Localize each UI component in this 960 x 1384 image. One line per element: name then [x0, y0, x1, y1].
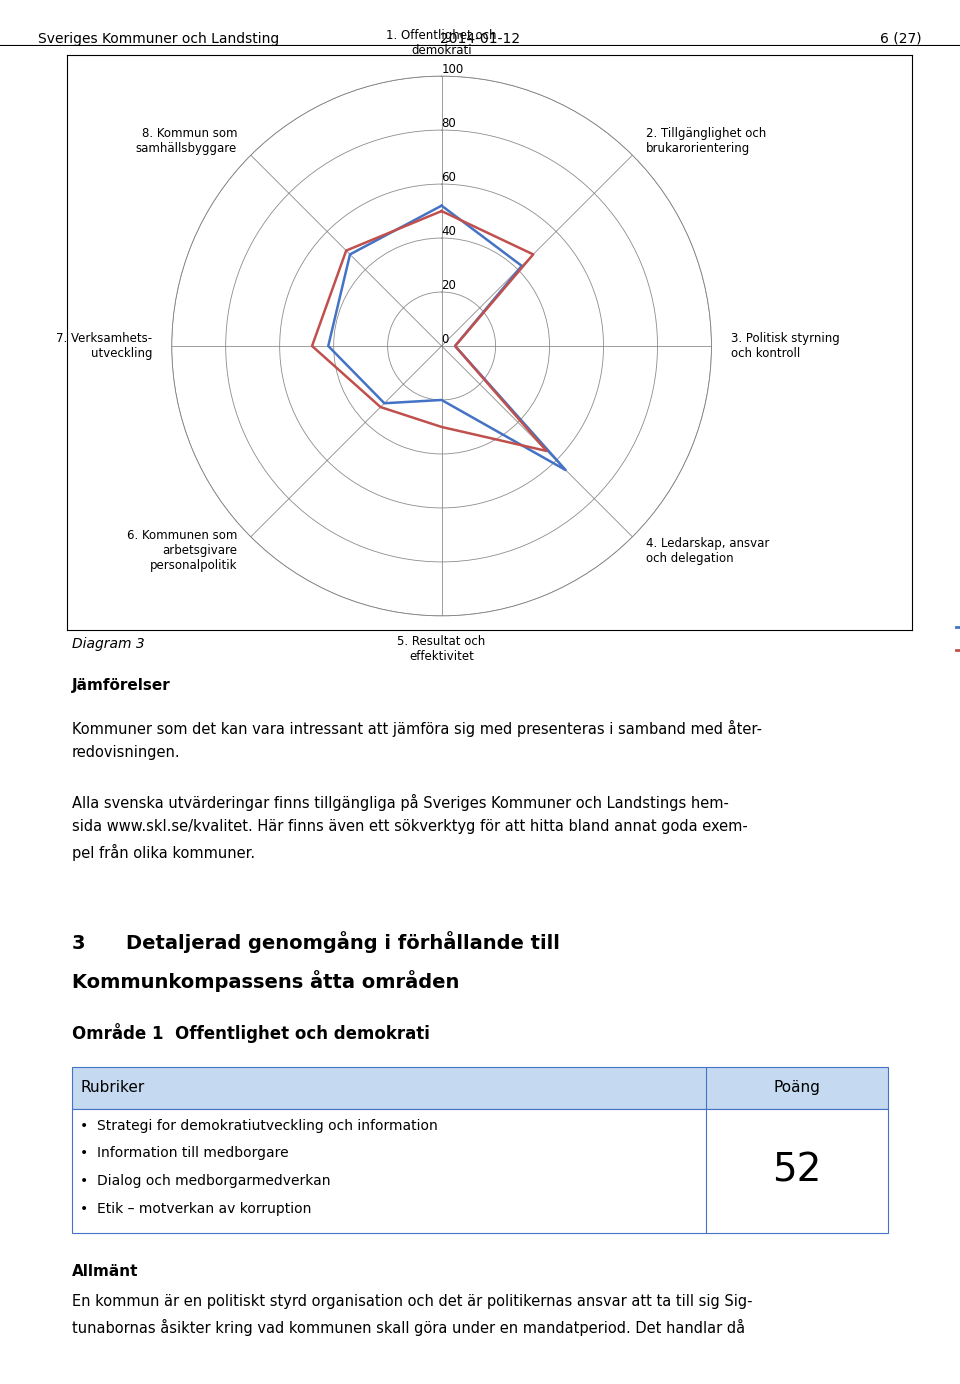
- Text: pel från olika kommuner.: pel från olika kommuner.: [72, 844, 255, 861]
- Text: 52: 52: [772, 1151, 822, 1190]
- Text: •  Etik – motverkan av korruption: • Etik – motverkan av korruption: [80, 1201, 312, 1215]
- Text: Diagram 3: Diagram 3: [72, 637, 145, 650]
- Text: Poäng: Poäng: [774, 1081, 820, 1095]
- Text: 2014-01-12: 2014-01-12: [440, 32, 520, 46]
- Text: •  Dialog och medborgarmedverkan: • Dialog och medborgarmedverkan: [80, 1174, 330, 1187]
- Text: •  Strategi for demokratiutveckling och information: • Strategi for demokratiutveckling och i…: [80, 1118, 438, 1132]
- Text: Rubriker: Rubriker: [80, 1081, 144, 1095]
- Text: Jämförelser: Jämförelser: [72, 678, 171, 693]
- Legend: Kommun, Genomsnitt: Kommun, Genomsnitt: [951, 616, 960, 663]
- FancyBboxPatch shape: [72, 1067, 888, 1109]
- Text: Kommuner som det kan vara intressant att jämföra sig med presenteras i samband m: Kommuner som det kan vara intressant att…: [72, 720, 762, 736]
- Text: redovisningen.: redovisningen.: [72, 745, 180, 760]
- Text: sida www.skl.se/kvalitet. Här finns även ett sökverktyg för att hitta bland anna: sida www.skl.se/kvalitet. Här finns även…: [72, 819, 748, 835]
- FancyBboxPatch shape: [72, 1109, 888, 1233]
- Text: tunabornas åsikter kring vad kommunen skall göra under en mandatperiod. Det hand: tunabornas åsikter kring vad kommunen sk…: [72, 1319, 745, 1336]
- Text: •  Information till medborgare: • Information till medborgare: [80, 1146, 289, 1160]
- Text: Alla svenska utvärderingar finns tillgängliga på Sveriges Kommuner och Landsting: Alla svenska utvärderingar finns tillgän…: [72, 794, 729, 811]
- Text: Kommunkompassens åtta områden: Kommunkompassens åtta områden: [72, 970, 460, 992]
- Text: 3      Detaljerad genomgång i förhållande till: 3 Detaljerad genomgång i förhållande til…: [72, 931, 560, 954]
- Text: En kommun är en politiskt styrd organisation och det är politikernas ansvar att : En kommun är en politiskt styrd organisa…: [72, 1294, 753, 1309]
- Text: Allmänt: Allmänt: [72, 1264, 138, 1279]
- Text: Område 1  Offentlighet och demokrati: Område 1 Offentlighet och demokrati: [72, 1023, 430, 1042]
- Text: 6 (27): 6 (27): [880, 32, 922, 46]
- Text: Sveriges Kommuner och Landsting: Sveriges Kommuner och Landsting: [38, 32, 279, 46]
